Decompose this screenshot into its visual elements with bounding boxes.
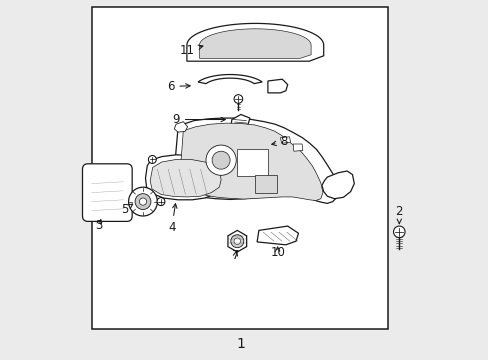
Circle shape	[234, 238, 240, 244]
Circle shape	[212, 151, 230, 169]
Circle shape	[139, 198, 146, 205]
Text: 5: 5	[121, 203, 132, 216]
Circle shape	[128, 187, 157, 216]
Polygon shape	[292, 144, 302, 151]
Polygon shape	[179, 123, 322, 201]
Polygon shape	[280, 137, 290, 143]
Polygon shape	[231, 114, 249, 128]
Polygon shape	[145, 155, 226, 200]
Text: 7: 7	[231, 249, 239, 262]
Polygon shape	[172, 118, 339, 203]
Text: 9: 9	[172, 113, 225, 126]
Bar	[255, 175, 276, 193]
Polygon shape	[257, 140, 270, 151]
Text: 4: 4	[168, 204, 177, 234]
Circle shape	[234, 95, 242, 103]
Polygon shape	[257, 226, 298, 245]
Text: 10: 10	[270, 246, 285, 258]
Circle shape	[148, 156, 156, 163]
Circle shape	[157, 198, 164, 206]
Polygon shape	[174, 122, 187, 132]
Text: 3: 3	[95, 219, 102, 231]
Polygon shape	[267, 79, 287, 93]
FancyBboxPatch shape	[82, 164, 132, 221]
Polygon shape	[199, 29, 310, 58]
Circle shape	[393, 226, 404, 238]
Bar	[237, 149, 267, 176]
Polygon shape	[150, 159, 221, 197]
Circle shape	[230, 235, 244, 248]
Circle shape	[135, 194, 151, 210]
Text: 8: 8	[271, 135, 287, 148]
Polygon shape	[198, 75, 262, 84]
Text: 11: 11	[179, 44, 203, 57]
Text: 2: 2	[395, 205, 402, 224]
Bar	[91, 7, 387, 329]
Text: 1: 1	[236, 337, 245, 351]
Text: 6: 6	[166, 80, 190, 93]
Circle shape	[205, 145, 236, 175]
Polygon shape	[227, 230, 246, 252]
Polygon shape	[186, 23, 323, 61]
Polygon shape	[321, 171, 354, 199]
